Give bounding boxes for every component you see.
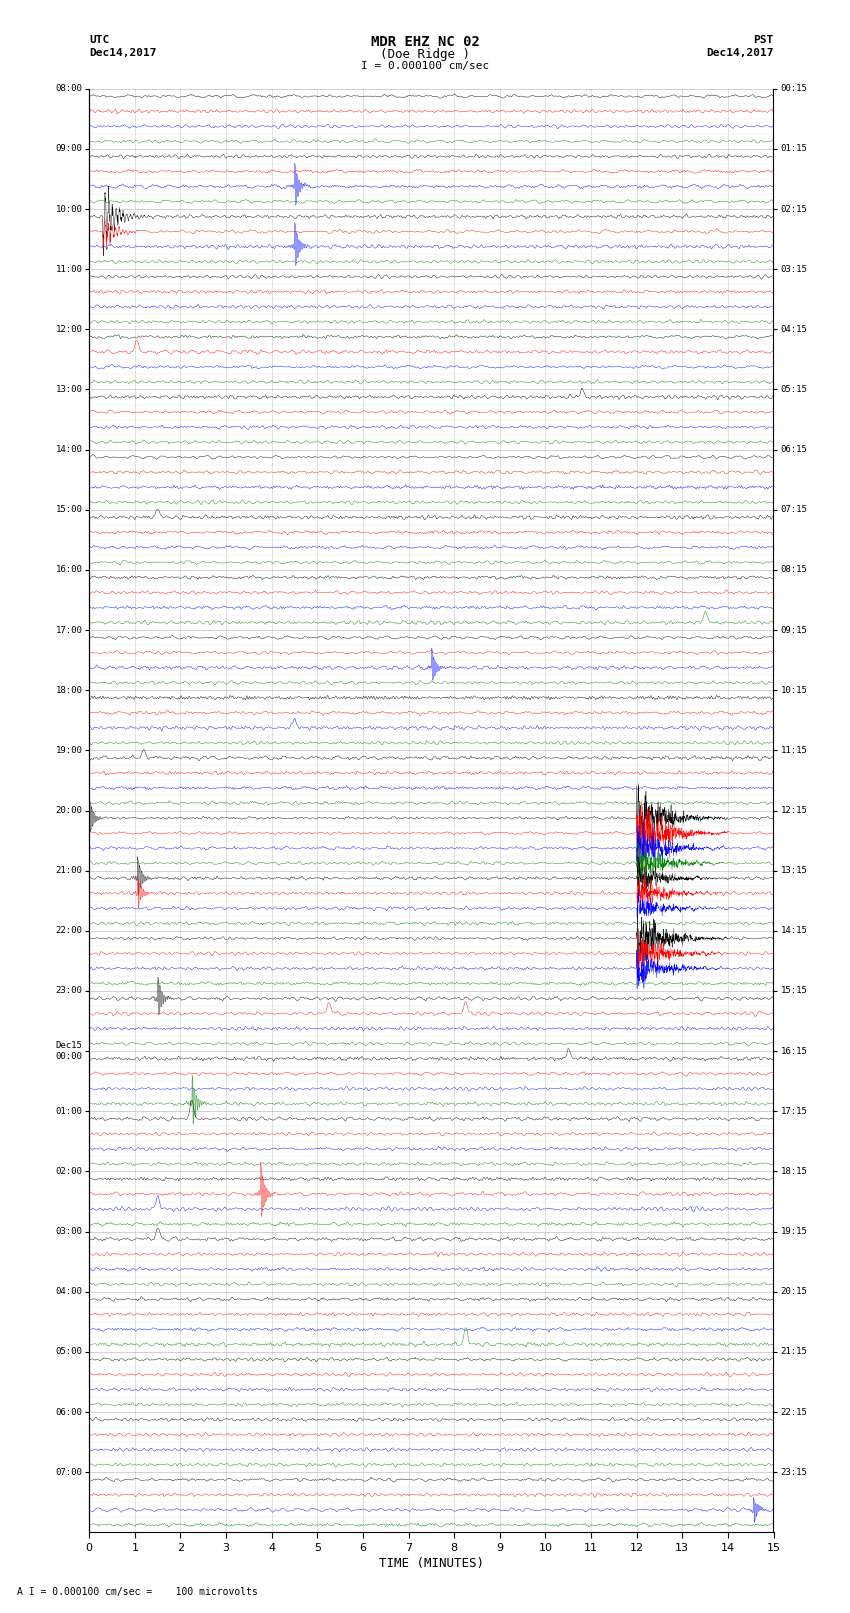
- X-axis label: TIME (MINUTES): TIME (MINUTES): [379, 1557, 484, 1569]
- Text: Dec14,2017: Dec14,2017: [89, 48, 156, 58]
- Text: A I = 0.000100 cm/sec =    100 microvolts: A I = 0.000100 cm/sec = 100 microvolts: [17, 1587, 258, 1597]
- Text: PST: PST: [753, 35, 774, 45]
- Text: Dec14,2017: Dec14,2017: [706, 48, 774, 58]
- Text: I = 0.000100 cm/sec: I = 0.000100 cm/sec: [361, 61, 489, 71]
- Text: (Doe Ridge ): (Doe Ridge ): [380, 48, 470, 61]
- Text: MDR EHZ NC 02: MDR EHZ NC 02: [371, 35, 479, 50]
- Text: UTC: UTC: [89, 35, 110, 45]
